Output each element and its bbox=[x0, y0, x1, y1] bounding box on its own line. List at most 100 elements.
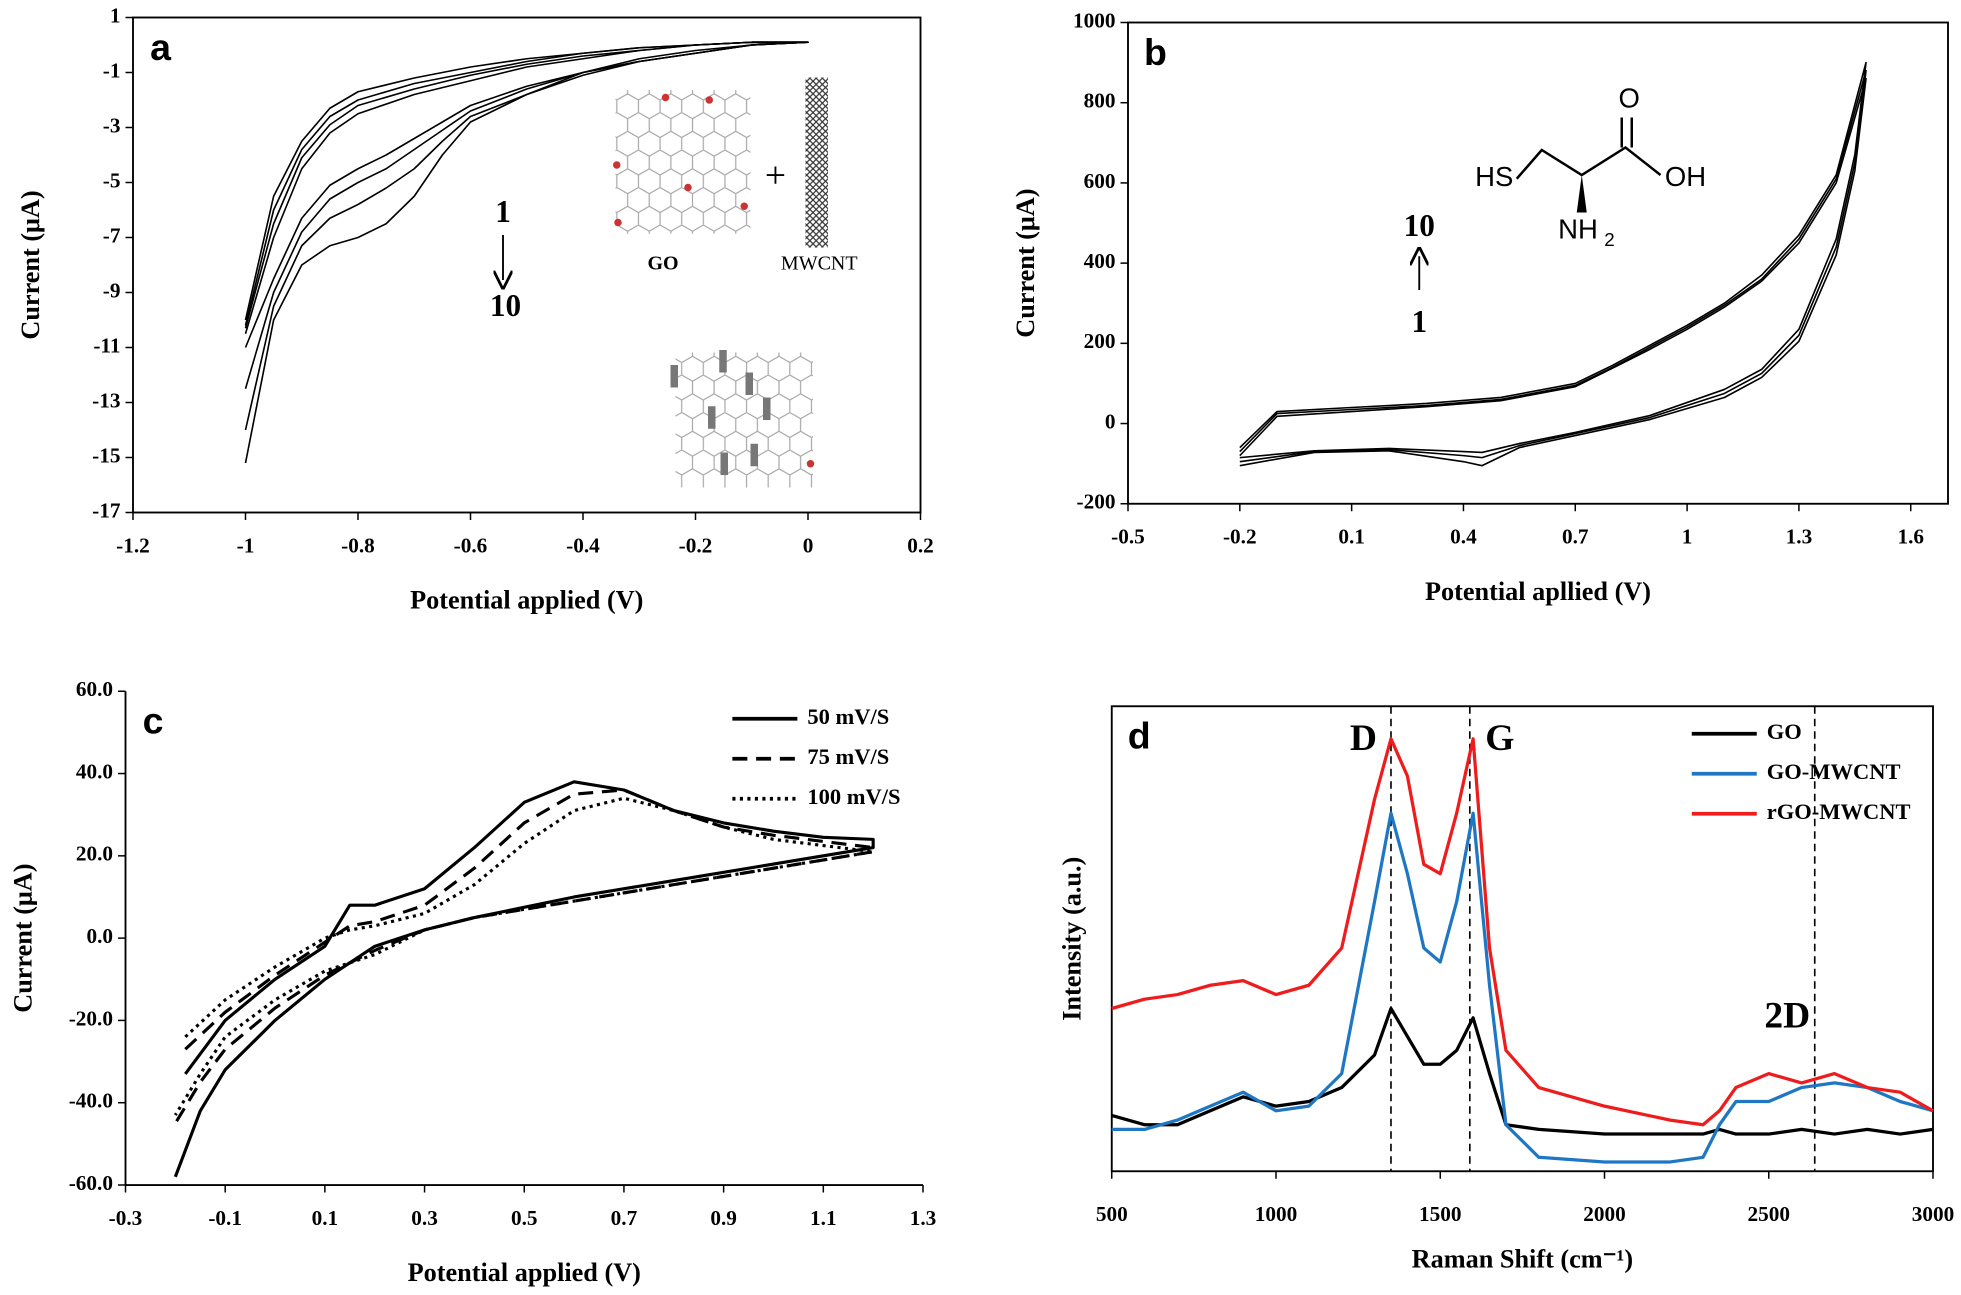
y-tick-label: 1000 bbox=[1073, 8, 1116, 32]
x-tick-label: -0.2 bbox=[1223, 525, 1257, 549]
panel-label: d bbox=[1128, 715, 1151, 757]
plot-frame bbox=[132, 16, 922, 514]
legend-label: 50 mV/S bbox=[807, 704, 889, 729]
molecule-label: HS bbox=[1475, 161, 1513, 192]
tube-piece bbox=[670, 365, 678, 388]
y-tick-label: -9 bbox=[103, 278, 121, 302]
series-line bbox=[174, 796, 875, 1116]
x-tick-label: 2000 bbox=[1583, 1202, 1626, 1226]
x-tick-label: -0.5 bbox=[1111, 525, 1145, 549]
y-tick-label: -17 bbox=[92, 498, 121, 522]
y-tick-label: -11 bbox=[93, 333, 120, 357]
series-line bbox=[1239, 61, 1867, 459]
y-tick-label: -40.0 bbox=[69, 1089, 113, 1113]
wedge-bond bbox=[1576, 175, 1587, 213]
x-tick-label: 3000 bbox=[1912, 1202, 1955, 1226]
y-tick-label: 20.0 bbox=[76, 842, 113, 866]
x-axis-label: Potential applied (V) bbox=[410, 586, 643, 615]
y-tick-label: -5 bbox=[103, 168, 121, 192]
y-tick-label: 800 bbox=[1084, 89, 1116, 113]
oxygen bbox=[614, 218, 622, 227]
y-axis-label: Intensity (a.u.) bbox=[1057, 857, 1086, 1021]
molecule-label: NH bbox=[1558, 214, 1598, 245]
x-tick-label: 0 bbox=[803, 533, 814, 557]
legend-label: 100 mV/S bbox=[807, 784, 900, 809]
x-tick-label: 1.3 bbox=[910, 1206, 937, 1230]
series-line bbox=[1111, 737, 1934, 1127]
y-tick-label: 400 bbox=[1084, 249, 1116, 273]
y-tick-label: -200 bbox=[1077, 490, 1116, 514]
y-tick-label: 60.0 bbox=[76, 677, 113, 701]
molecule-label: O bbox=[1619, 82, 1640, 113]
x-tick-label: 0.1 bbox=[312, 1206, 339, 1230]
x-tick-label: 2500 bbox=[1748, 1202, 1791, 1226]
inset-b: 10 1 HS OH O NH 2 bbox=[1404, 82, 1707, 339]
y-axis-label: Current (μA) bbox=[9, 863, 38, 1012]
series-line bbox=[1239, 69, 1867, 463]
x-tick-label: 0.4 bbox=[1450, 525, 1477, 549]
x-tick-label: -0.4 bbox=[566, 533, 600, 557]
legend-label: GO-MWCNT bbox=[1767, 759, 1901, 784]
y-tick-label: 0.0 bbox=[86, 924, 113, 948]
plot-frame bbox=[1110, 705, 1934, 1173]
inset-a: 1 10 + GO MWCNT bbox=[490, 77, 858, 488]
y-axis-label: Current (μA) bbox=[16, 190, 45, 339]
tube-piece bbox=[750, 443, 758, 467]
series-line bbox=[1111, 811, 1934, 1164]
y-tick-label: -13 bbox=[92, 388, 120, 412]
x-tick-label: 500 bbox=[1096, 1202, 1128, 1226]
y-tick-label: 40.0 bbox=[76, 759, 113, 783]
legend-label: GO bbox=[1767, 719, 1802, 744]
x-tick-label: 1.1 bbox=[810, 1206, 837, 1230]
y-tick-label: -15 bbox=[92, 443, 120, 467]
x-tick-label: 0.1 bbox=[1338, 525, 1365, 549]
x-axis-label: Potential applied (V) bbox=[408, 1258, 641, 1287]
x-axis-label: Raman Shift (cm⁻¹) bbox=[1412, 1244, 1634, 1273]
x-tick-label: -0.2 bbox=[679, 533, 713, 557]
x-tick-label: -0.3 bbox=[109, 1206, 143, 1230]
series-line bbox=[1239, 77, 1867, 467]
y-tick-label: -3 bbox=[103, 113, 121, 137]
tube-piece bbox=[720, 452, 728, 475]
tube-piece bbox=[719, 350, 727, 373]
annotation: 2D bbox=[1764, 995, 1810, 1036]
x-tick-label: -0.1 bbox=[208, 1206, 242, 1230]
x-tick-label: 0.3 bbox=[411, 1206, 438, 1230]
mwcnt bbox=[805, 77, 828, 248]
x-tick-label: 1.3 bbox=[1786, 525, 1813, 549]
y-tick-label: 1 bbox=[110, 3, 121, 27]
x-tick-label: 0.2 bbox=[907, 533, 934, 557]
oxygen bbox=[740, 202, 748, 210]
series-line bbox=[244, 41, 809, 348]
y-tick-label: 0 bbox=[1105, 409, 1116, 433]
plot-frame bbox=[1127, 21, 1949, 505]
legend-label: rGO-MWCNT bbox=[1767, 799, 1911, 824]
panel-label: c bbox=[143, 700, 164, 742]
x-tick-label: -0.6 bbox=[454, 533, 488, 557]
legend-label: 75 mV/S bbox=[807, 744, 889, 769]
annotation: + bbox=[765, 155, 786, 196]
bond bbox=[1515, 117, 1662, 180]
y-tick-label: -7 bbox=[103, 223, 121, 247]
y-tick-label: -60.0 bbox=[69, 1171, 113, 1195]
tube-piece bbox=[745, 372, 753, 395]
annotation: 10 bbox=[1404, 208, 1435, 243]
panel-label: a bbox=[150, 26, 172, 68]
x-tick-label: 0.9 bbox=[710, 1206, 737, 1230]
x-tick-label: 1500 bbox=[1419, 1202, 1462, 1226]
annotation: D bbox=[1350, 718, 1377, 759]
tube-piece bbox=[708, 406, 716, 429]
oxygen bbox=[613, 161, 621, 169]
annotation: G bbox=[1485, 718, 1514, 759]
tube-piece bbox=[763, 397, 771, 420]
molecule-label: OH bbox=[1665, 161, 1706, 192]
x-tick-label: 1000 bbox=[1255, 1202, 1298, 1226]
panel-label: b bbox=[1144, 31, 1167, 73]
x-tick-label: 0.7 bbox=[1562, 525, 1589, 549]
oxygen bbox=[705, 96, 713, 104]
series-line bbox=[174, 788, 875, 1125]
y-tick-label: 600 bbox=[1084, 169, 1116, 193]
x-axis-label: Potential apllied (V) bbox=[1425, 577, 1651, 606]
oxygen bbox=[684, 183, 692, 192]
